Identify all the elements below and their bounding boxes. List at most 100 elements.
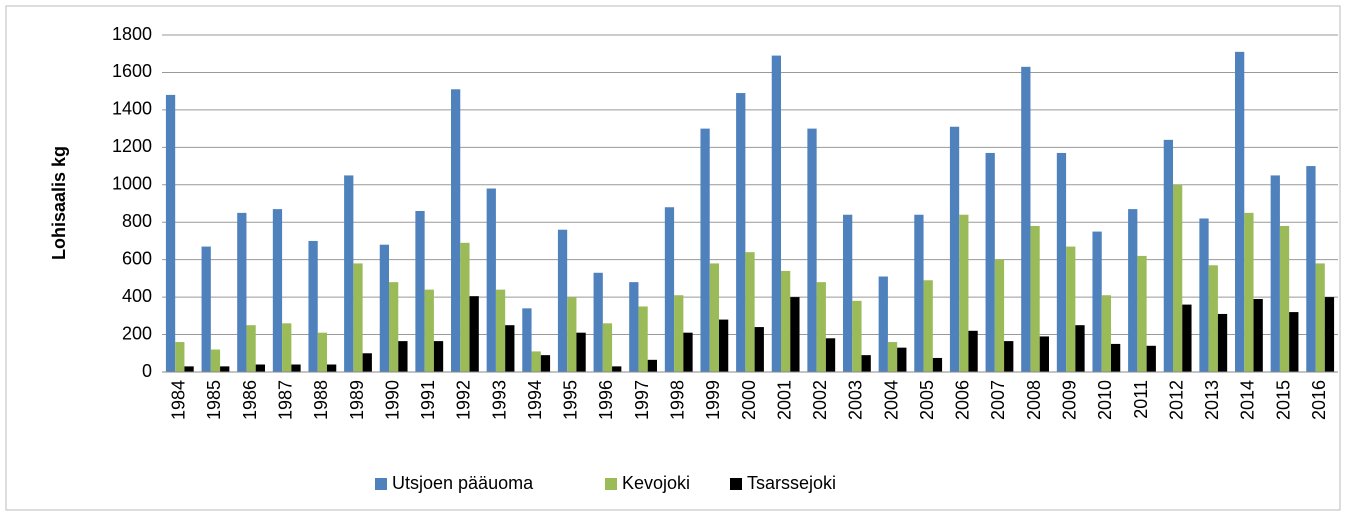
bar	[816, 282, 826, 372]
x-tick-label: 1997	[632, 380, 652, 420]
bar	[531, 351, 541, 372]
y-tick-label: 800	[122, 211, 152, 231]
bar	[878, 276, 888, 372]
x-tick-label: 2001	[774, 380, 794, 420]
bar	[1217, 313, 1228, 372]
bar	[771, 55, 782, 372]
bar	[255, 364, 265, 372]
x-tick-label: 2011	[1131, 380, 1151, 419]
bar	[781, 270, 791, 372]
bar	[272, 209, 283, 372]
bar	[923, 280, 933, 372]
bar	[914, 214, 924, 372]
bar	[201, 246, 211, 372]
bar	[282, 323, 292, 372]
bar	[1039, 336, 1049, 372]
bar	[932, 357, 943, 372]
bar	[1208, 265, 1218, 372]
x-tick-label: 2003	[846, 380, 866, 420]
bar	[317, 332, 327, 372]
bar	[495, 289, 506, 372]
x-tick-label: 2016	[1309, 380, 1329, 420]
bar	[522, 308, 532, 372]
y-tick-label: 200	[122, 323, 152, 343]
x-tick-label: 1998	[667, 380, 687, 420]
bar	[379, 244, 390, 372]
bar	[210, 349, 221, 372]
x-tick-label: 1990	[382, 380, 402, 420]
bar	[1182, 304, 1192, 372]
y-tick-label: 1600	[112, 61, 152, 81]
legend-swatch	[730, 478, 742, 490]
bar	[664, 207, 675, 372]
bar	[1092, 231, 1102, 372]
x-tick-label: 2002	[810, 380, 830, 420]
bar	[968, 330, 978, 372]
bar	[424, 289, 434, 372]
bar	[1270, 175, 1280, 372]
bar	[1066, 246, 1076, 372]
bar	[1030, 225, 1040, 372]
bar	[326, 364, 337, 372]
bar	[220, 366, 230, 372]
bar	[736, 93, 746, 373]
x-tick-label: 2007	[988, 380, 1008, 420]
bar	[389, 282, 399, 372]
bar	[887, 342, 898, 372]
bar	[1004, 341, 1014, 372]
bar	[1137, 255, 1147, 372]
bar	[175, 342, 185, 372]
legend-swatch	[375, 478, 387, 490]
x-tick-label: 2004	[881, 380, 901, 420]
bar	[745, 252, 755, 372]
bar	[557, 229, 568, 372]
bar	[985, 152, 995, 372]
y-tick-label: 1000	[112, 174, 152, 194]
bar	[994, 259, 1005, 372]
x-tick-label: 1993	[489, 380, 509, 420]
legend-swatch	[605, 478, 617, 490]
bar	[1199, 218, 1209, 372]
bar	[1235, 51, 1245, 372]
bar	[1173, 184, 1183, 372]
x-tick-label: 2000	[739, 380, 759, 420]
y-tick-label: 1400	[112, 99, 152, 119]
bar	[165, 94, 176, 373]
x-tick-label: 2015	[1273, 380, 1293, 420]
bar	[246, 325, 256, 372]
x-tick-label: 2013	[1202, 380, 1222, 420]
bar	[674, 295, 684, 372]
y-tick-label: 400	[122, 286, 152, 306]
bar	[683, 332, 693, 372]
bar	[362, 353, 372, 372]
x-tick-label: 1985	[204, 380, 224, 420]
bar	[1163, 139, 1174, 372]
x-tick-label: 1987	[275, 380, 295, 420]
bar	[852, 300, 862, 372]
bar	[291, 364, 301, 372]
bar	[959, 214, 969, 372]
bar	[612, 366, 622, 372]
y-tick-label: 600	[122, 248, 152, 268]
y-tick-label: 1800	[112, 24, 152, 44]
x-tick-label: 1986	[240, 380, 260, 420]
bar	[344, 175, 354, 372]
bar	[790, 297, 800, 372]
x-tick-label: 1999	[703, 380, 723, 420]
bar	[1075, 325, 1085, 372]
bar	[602, 323, 613, 372]
bar	[593, 272, 603, 372]
bar	[1244, 212, 1254, 372]
bar	[1253, 298, 1263, 372]
bar	[1146, 345, 1156, 372]
bar	[576, 332, 586, 372]
x-tick-label: 1988	[311, 380, 331, 420]
bar	[540, 355, 551, 372]
bar	[1324, 297, 1335, 372]
bar	[398, 341, 408, 372]
bar	[1315, 263, 1325, 372]
x-tick-label: 1984	[169, 380, 189, 420]
y-tick-label: 1200	[112, 136, 152, 156]
x-tick-label: 1991	[418, 380, 438, 420]
x-tick-label: 2010	[1095, 380, 1115, 420]
